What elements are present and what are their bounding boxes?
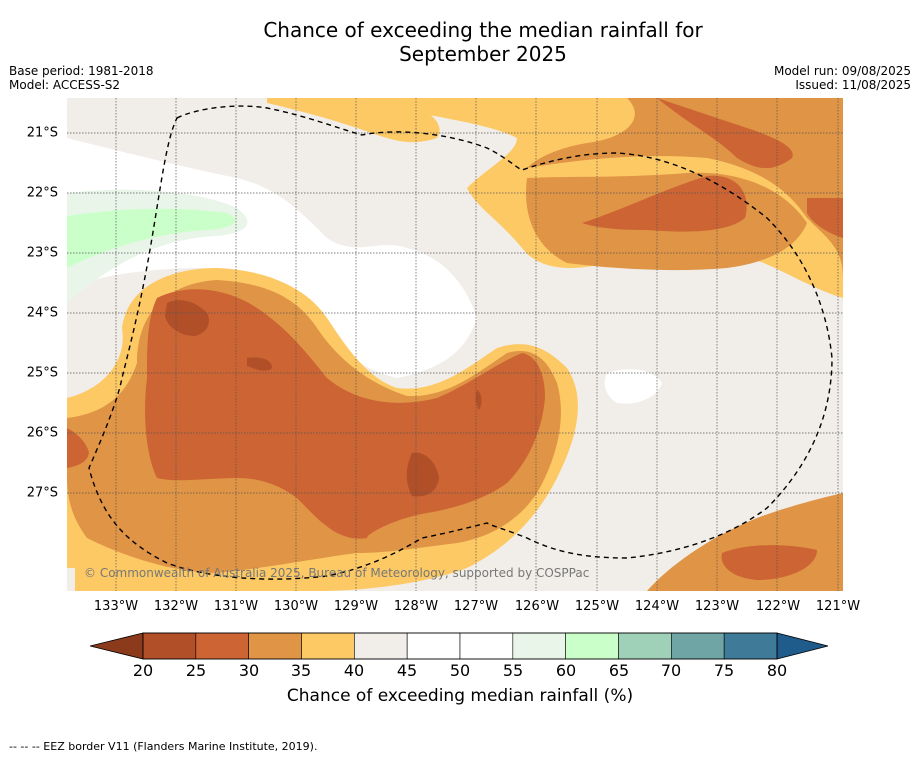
region-60-65 [67,208,236,268]
cbar-tick-30: 30 [238,661,260,680]
colorbar-bin-5 [406,632,461,660]
eez-footnote: -- -- -- EEZ border V11 (Flanders Marine… [9,740,318,753]
lon-label-131w: 131°W [213,599,259,614]
eez-border [88,105,833,580]
cbar-tick-50: 50 [449,661,471,680]
cbar-tick-60: 60 [555,661,577,680]
cbar-tick-70: 70 [660,661,682,680]
region-45-55-centre [346,264,443,368]
cbar-tick-45: 45 [396,661,418,680]
cbar-tick-20: 20 [132,661,154,680]
colorbar-bin-3 [301,632,355,660]
region-20-25-sw2 [406,452,439,497]
copyright-notice: © Commonwealth of Australia 2025, Bureau… [84,566,590,580]
lat-label-22s: 22°S [26,185,58,201]
colorbar-over-arrow [776,632,829,660]
lon-label-128w: 128°W [393,599,439,614]
cbar-tick-65: 65 [608,661,630,680]
cbar-tick-55: 55 [502,661,524,680]
region-40-45-south [567,511,697,563]
colorbar-bin-10 [671,632,725,660]
lon-label-127w: 127°W [453,599,499,614]
region-25-30-west [67,428,89,468]
cbar-tick-40: 40 [343,661,365,680]
lat-label-25s: 25°S [26,365,58,381]
map-title: Chance of exceeding the median rainfall … [0,18,919,66]
colorbar-title: Chance of exceeding median rainfall (%) [286,686,634,706]
meta-right: Model run: 09/08/2025 Issued: 11/08/2025 [774,64,911,92]
colorbar-bin-2 [248,632,302,660]
lat-label-24s: 24°S [26,305,58,321]
graticule [67,98,843,591]
cbar-tick-75: 75 [713,661,735,680]
lon-label-133w: 133°W [93,599,139,614]
region-40-45-se [607,563,647,591]
lat-label-21s: 21°S [26,125,58,141]
colorbar-under-arrow [90,632,144,660]
colorbar-bin-9 [618,632,672,660]
lat-label-23s: 23°S [26,245,58,261]
colorbar-bin-1 [195,632,249,660]
region-25-30-se [721,545,817,580]
lon-label-126w: 126°W [514,599,560,614]
colorbar-bin-8 [565,632,619,660]
cbar-tick-35: 35 [290,661,312,680]
lon-label-129w: 129°W [333,599,379,614]
region-25-30-ne2 [582,175,747,232]
colorbar-bin-0 [142,632,197,660]
colorbar-bin-7 [512,632,566,660]
region-20-25-sw4 [475,390,482,410]
colorbar [90,632,829,660]
lon-label-132w: 132°W [153,599,199,614]
region-45-50-east [604,369,662,404]
lon-label-130w: 130°W [273,599,319,614]
region-35-40-north2 [267,98,440,143]
region-40-45-east2 [675,275,767,300]
region-40-45-bl [67,568,75,591]
region-40-45-east3 [697,420,827,476]
colorbar-bin-11 [723,632,778,660]
title-line-2: September 2025 [399,42,567,66]
lon-label-123w: 123°W [694,599,740,614]
model-run: Model run: 09/08/2025 [773,64,911,78]
base-period: Base period: 1981-2018 [9,64,154,78]
rainfall-map [67,98,843,591]
lat-label-27s: 27°S [26,485,58,501]
colorbar-bin-4 [354,632,408,660]
model-name: Model: ACCESS-S2 [9,78,121,92]
lon-label-125w: 125°W [574,599,620,614]
lon-label-124w: 124°W [634,599,680,614]
lon-label-122w: 122°W [755,599,801,614]
region-25-30-ne3 [807,198,843,238]
region-25-30-sw [145,289,545,539]
lon-label-121w: 121°W [815,599,861,614]
title-line-1: Chance of exceeding the median rainfall … [263,18,703,42]
colorbar-bins [142,632,778,660]
meta-left: Base period: 1981-2018 Model: ACCESS-S2 [9,64,154,92]
cbar-tick-25: 25 [185,661,207,680]
map-canvas [67,98,843,591]
colorbar-frame [142,632,778,660]
lat-label-26s: 26°S [26,425,58,441]
cbar-tick-80: 80 [766,661,788,680]
region-20-25-sw3 [247,357,272,371]
colorbar-bin-6 [459,632,514,660]
issued-date: Issued: 11/08/2025 [795,78,911,92]
